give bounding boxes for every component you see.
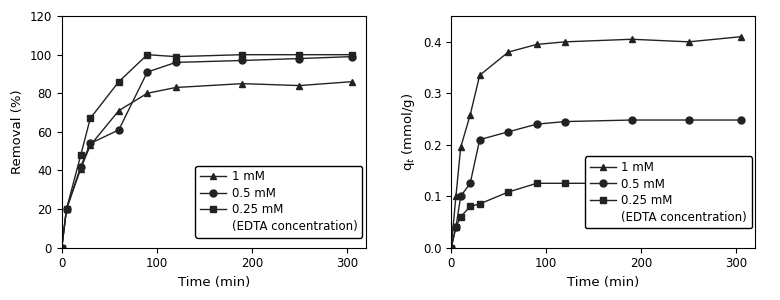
0.5 mM: [238, 59, 247, 62]
1 mM: [466, 113, 475, 117]
1 mM: [76, 167, 86, 170]
0.5 mM: [466, 182, 475, 185]
0.5 mM: [504, 130, 513, 134]
0.25 mM: [171, 55, 180, 58]
0.5 mM: [475, 138, 484, 141]
0.25 mM: [86, 117, 95, 120]
0.25 mM: [114, 80, 123, 83]
Y-axis label: Removal (%): Removal (%): [11, 89, 24, 174]
0.5 mM: [295, 57, 304, 60]
0.25 mM: [347, 53, 356, 56]
0.25 mM: [504, 190, 513, 194]
0.5 mM: [347, 55, 356, 58]
X-axis label: Time (min): Time (min): [178, 276, 250, 289]
X-axis label: Time (min): Time (min): [567, 276, 640, 289]
1 mM: [446, 246, 456, 249]
0.25 mM: [627, 182, 636, 185]
0.5 mM: [76, 165, 86, 168]
0.5 mM: [143, 70, 152, 74]
1 mM: [504, 50, 513, 54]
Line: 0.25 mM: 0.25 mM: [448, 180, 744, 251]
0.5 mM: [627, 118, 636, 122]
1 mM: [684, 40, 693, 44]
0.5 mM: [452, 225, 461, 229]
0.25 mM: [684, 182, 693, 185]
0.25 mM: [452, 225, 461, 229]
Line: 1 mM: 1 mM: [58, 78, 355, 251]
0.25 mM: [446, 246, 456, 249]
1 mM: [736, 35, 746, 38]
0.25 mM: [143, 53, 152, 56]
1 mM: [532, 43, 541, 46]
0.5 mM: [62, 207, 71, 211]
0.5 mM: [736, 118, 746, 122]
1 mM: [627, 38, 636, 41]
1 mM: [561, 40, 570, 44]
0.25 mM: [456, 215, 466, 218]
0.5 mM: [171, 61, 180, 64]
1 mM: [62, 207, 71, 211]
1 mM: [238, 82, 247, 85]
1 mM: [452, 194, 461, 198]
0.25 mM: [561, 182, 570, 185]
Legend: 1 mM, 0.5 mM, 0.25 mM, (EDTA concentration): 1 mM, 0.5 mM, 0.25 mM, (EDTA concentrati…: [195, 166, 363, 238]
1 mM: [456, 146, 466, 149]
Line: 0.5 mM: 0.5 mM: [58, 53, 355, 251]
0.5 mM: [57, 246, 66, 249]
0.25 mM: [76, 153, 86, 157]
1 mM: [171, 86, 180, 89]
1 mM: [143, 92, 152, 95]
0.5 mM: [684, 118, 693, 122]
Legend: 1 mM, 0.5 mM, 0.25 mM, (EDTA concentration): 1 mM, 0.5 mM, 0.25 mM, (EDTA concentrati…: [585, 156, 752, 228]
0.25 mM: [532, 182, 541, 185]
0.5 mM: [446, 246, 456, 249]
Line: 0.5 mM: 0.5 mM: [448, 117, 744, 251]
0.25 mM: [57, 246, 66, 249]
Line: 1 mM: 1 mM: [448, 33, 744, 251]
0.5 mM: [86, 142, 95, 145]
0.25 mM: [736, 182, 746, 185]
1 mM: [475, 74, 484, 77]
1 mM: [86, 144, 95, 147]
Y-axis label: q$_t$ (mmol/g): q$_t$ (mmol/g): [400, 93, 417, 171]
0.5 mM: [532, 122, 541, 126]
1 mM: [114, 109, 123, 112]
0.5 mM: [114, 128, 123, 132]
0.25 mM: [475, 202, 484, 206]
1 mM: [347, 80, 356, 83]
0.25 mM: [238, 53, 247, 56]
0.25 mM: [466, 205, 475, 208]
0.5 mM: [561, 120, 570, 123]
Line: 0.25 mM: 0.25 mM: [58, 51, 355, 251]
0.25 mM: [62, 207, 71, 211]
1 mM: [57, 246, 66, 249]
0.25 mM: [295, 53, 304, 56]
0.5 mM: [456, 194, 466, 198]
1 mM: [295, 84, 304, 87]
